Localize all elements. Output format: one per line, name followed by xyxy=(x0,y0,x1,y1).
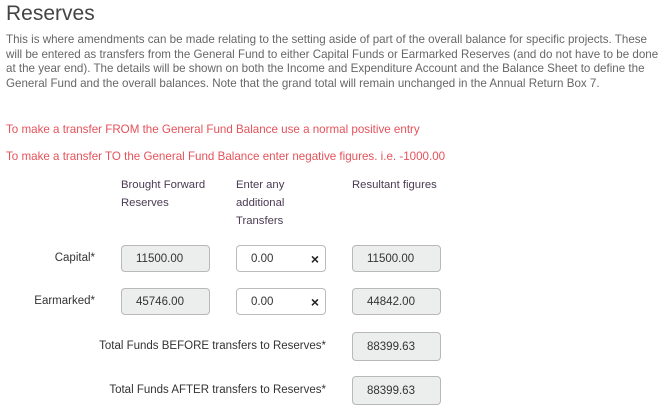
capital-resultant-field: 11500.00 xyxy=(352,245,441,272)
note-from-general-fund: To make a transfer FROM the General Fund… xyxy=(6,123,420,136)
note-to-general-fund: To make a transfer TO the General Fund B… xyxy=(6,150,446,163)
earmarked-resultant-field: 44842.00 xyxy=(352,288,441,315)
earmarked-label: Earmarked* xyxy=(34,295,95,307)
earmarked-brought-forward-field: 45746.00 xyxy=(121,288,210,315)
page-title: Reserves xyxy=(6,2,95,25)
header-brought-forward: Brought Forward Reserves xyxy=(121,179,206,209)
capital-transfer-field[interactable]: × xyxy=(236,245,326,272)
header-transfers: Enter any additional Transfers xyxy=(236,179,285,227)
earmarked-transfer-field[interactable]: × xyxy=(236,288,326,315)
capital-label: Capital* xyxy=(54,252,95,264)
capital-transfer-input[interactable] xyxy=(251,252,301,265)
description: This is where amendments can be made rel… xyxy=(6,33,659,90)
header-resultant: Resultant figures xyxy=(352,179,437,191)
clear-icon[interactable]: × xyxy=(310,250,319,267)
total-after-field: 88399.63 xyxy=(352,376,441,405)
clear-icon[interactable]: × xyxy=(310,293,319,310)
capital-brought-forward-field: 11500.00 xyxy=(121,245,210,272)
total-before-field: 88399.63 xyxy=(352,332,441,361)
total-after-label: Total Funds AFTER transfers to Reserves* xyxy=(109,384,326,396)
total-before-label: Total Funds BEFORE transfers to Reserves… xyxy=(99,340,326,352)
earmarked-transfer-input[interactable] xyxy=(251,295,301,308)
